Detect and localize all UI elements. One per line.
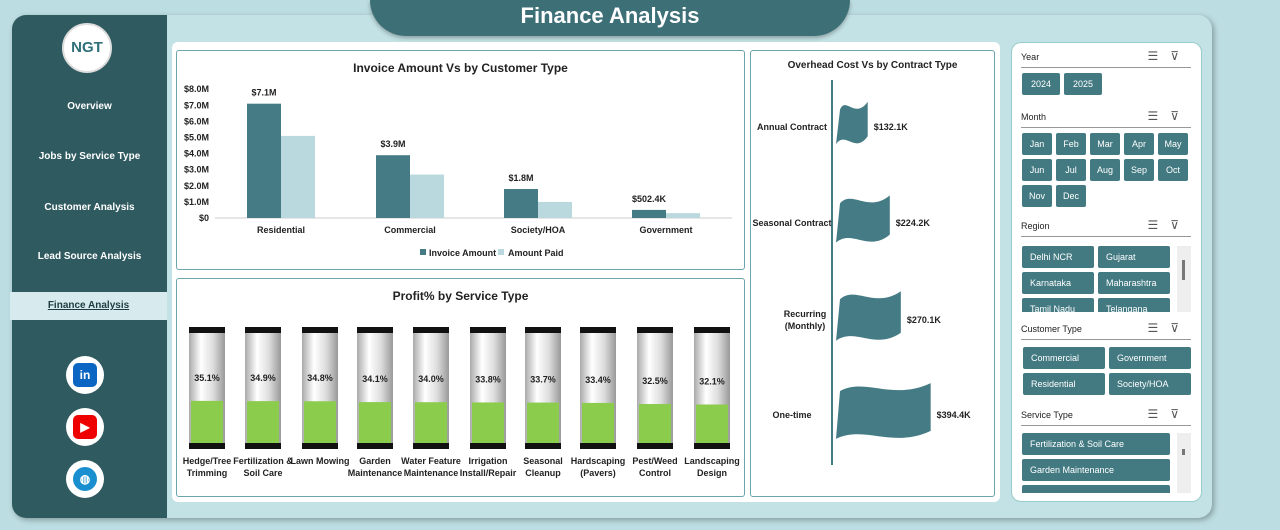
multi-select-icon[interactable]: ☰: [1147, 49, 1171, 63]
clear-filter-icon[interactable]: ⊽: [1170, 407, 1191, 421]
logo: NGT: [62, 23, 112, 73]
service-type-scrollbar[interactable]: [1177, 433, 1191, 493]
slicer-header-1: Month ☰⊽: [1021, 109, 1191, 128]
slicer-item[interactable]: Garden Maintenance: [1022, 459, 1170, 481]
slicer-item[interactable]: Jan: [1022, 133, 1052, 155]
slicer-header-0: Year ☰⊽: [1021, 49, 1191, 68]
clear-filter-icon[interactable]: ⊽: [1170, 218, 1191, 232]
slicer-item[interactable]: Telangana: [1098, 298, 1170, 312]
nav-customer-analysis[interactable]: Customer Analysis: [44, 202, 135, 213]
slicer-item[interactable]: Fertilization & Soil Care: [1022, 433, 1170, 455]
slicer-item[interactable]: Nov: [1022, 185, 1052, 207]
nav-lead-source-analysis[interactable]: Lead Source Analysis: [37, 251, 142, 262]
slicer-item[interactable]: Government: [1109, 347, 1191, 369]
slicer-item[interactable]: Delhi NCR: [1022, 246, 1094, 268]
slicer-item[interactable]: [1022, 485, 1170, 493]
slicer-item[interactable]: Gujarat: [1098, 246, 1170, 268]
youtube-icon: ▶: [73, 415, 97, 439]
slicer-item[interactable]: Maharashtra: [1098, 272, 1170, 294]
chart-title: Profit% by Service Type: [392, 289, 529, 303]
slicer-item[interactable]: Apr: [1124, 133, 1154, 155]
multi-select-icon[interactable]: ☰: [1147, 321, 1171, 335]
page-title: Finance Analysis: [370, 0, 850, 36]
slicer-header-4: Service Type ☰⊽: [1021, 407, 1191, 426]
slicer-item[interactable]: Jun: [1022, 159, 1052, 181]
slicer-item[interactable]: Feb: [1056, 133, 1086, 155]
slicer-title: Customer Type: [1021, 324, 1082, 334]
overhead-chart-panel: Overhead Cost Vs by Contract Type: [750, 50, 995, 497]
multi-select-icon[interactable]: ☰: [1147, 407, 1171, 421]
service-type-list: Fertilization & Soil Care Garden Maintena…: [1012, 433, 1172, 493]
linkedin-button[interactable]: in: [66, 356, 104, 394]
slicer-item[interactable]: Commercial: [1023, 347, 1105, 369]
region-scrollbar[interactable]: [1177, 246, 1191, 312]
slicer-item[interactable]: Sep: [1124, 159, 1154, 181]
clear-filter-icon[interactable]: ⊽: [1170, 109, 1191, 123]
linkedin-icon: in: [73, 363, 97, 387]
slicer-item[interactable]: Society/HOA: [1109, 373, 1191, 395]
slicer-title: Service Type: [1021, 410, 1073, 420]
slicer-item[interactable]: 2024: [1022, 73, 1060, 95]
website-button[interactable]: ◍: [66, 460, 104, 498]
nav-overview[interactable]: Overview: [67, 101, 112, 112]
chart-title: Overhead Cost Vs by Contract Type: [787, 60, 958, 71]
slicer-title: Year: [1021, 52, 1040, 62]
clear-filter-icon[interactable]: ⊽: [1170, 321, 1191, 335]
youtube-button[interactable]: ▶: [66, 408, 104, 446]
sidebar: NGT Overview Jobs by Service Type Custom…: [10, 15, 167, 518]
slicer-item[interactable]: Jul: [1056, 159, 1086, 181]
slicer-item[interactable]: May: [1158, 133, 1188, 155]
slicer-item[interactable]: Residential: [1023, 373, 1105, 395]
multi-select-icon[interactable]: ☰: [1147, 109, 1171, 123]
slicer-item[interactable]: Karnataka: [1022, 272, 1094, 294]
slicer-item[interactable]: Aug: [1090, 159, 1120, 181]
slicer-item[interactable]: Dec: [1056, 185, 1086, 207]
chart-title: Invoice Amount Vs by Customer Type: [353, 61, 568, 75]
slicer-title: Region: [1021, 221, 1050, 231]
globe-icon: ◍: [73, 467, 97, 491]
slicer-panel: Year ☰⊽ 2024 2025 Month ☰⊽ Jan Feb Mar Apr May Jun J…: [1011, 42, 1202, 502]
slicer-item[interactable]: Oct: [1158, 159, 1188, 181]
slicer-item[interactable]: Tamil Nadu: [1022, 298, 1094, 312]
clear-filter-icon[interactable]: ⊽: [1170, 49, 1191, 63]
slicer-item[interactable]: 2025: [1064, 73, 1102, 95]
multi-select-icon[interactable]: ☰: [1147, 218, 1171, 232]
slicer-header-3: Customer Type ☰⊽: [1021, 321, 1191, 340]
slicer-item[interactable]: Mar: [1090, 133, 1120, 155]
slicer-header-2: Region ☰⊽: [1021, 218, 1191, 237]
slicer-title: Month: [1021, 112, 1047, 122]
profit-chart-panel: Profit% by Service Type: [176, 278, 745, 497]
nav-jobs-by-service-type[interactable]: Jobs by Service Type: [38, 151, 141, 162]
region-list: Delhi NCR Gujarat Karnataka Maharashtra Tami…: [1012, 246, 1172, 312]
nav-finance-analysis[interactable]: Finance Analysis: [10, 292, 167, 320]
invoice-chart-panel: Invoice Amount Vs by Customer Type: [176, 50, 745, 270]
